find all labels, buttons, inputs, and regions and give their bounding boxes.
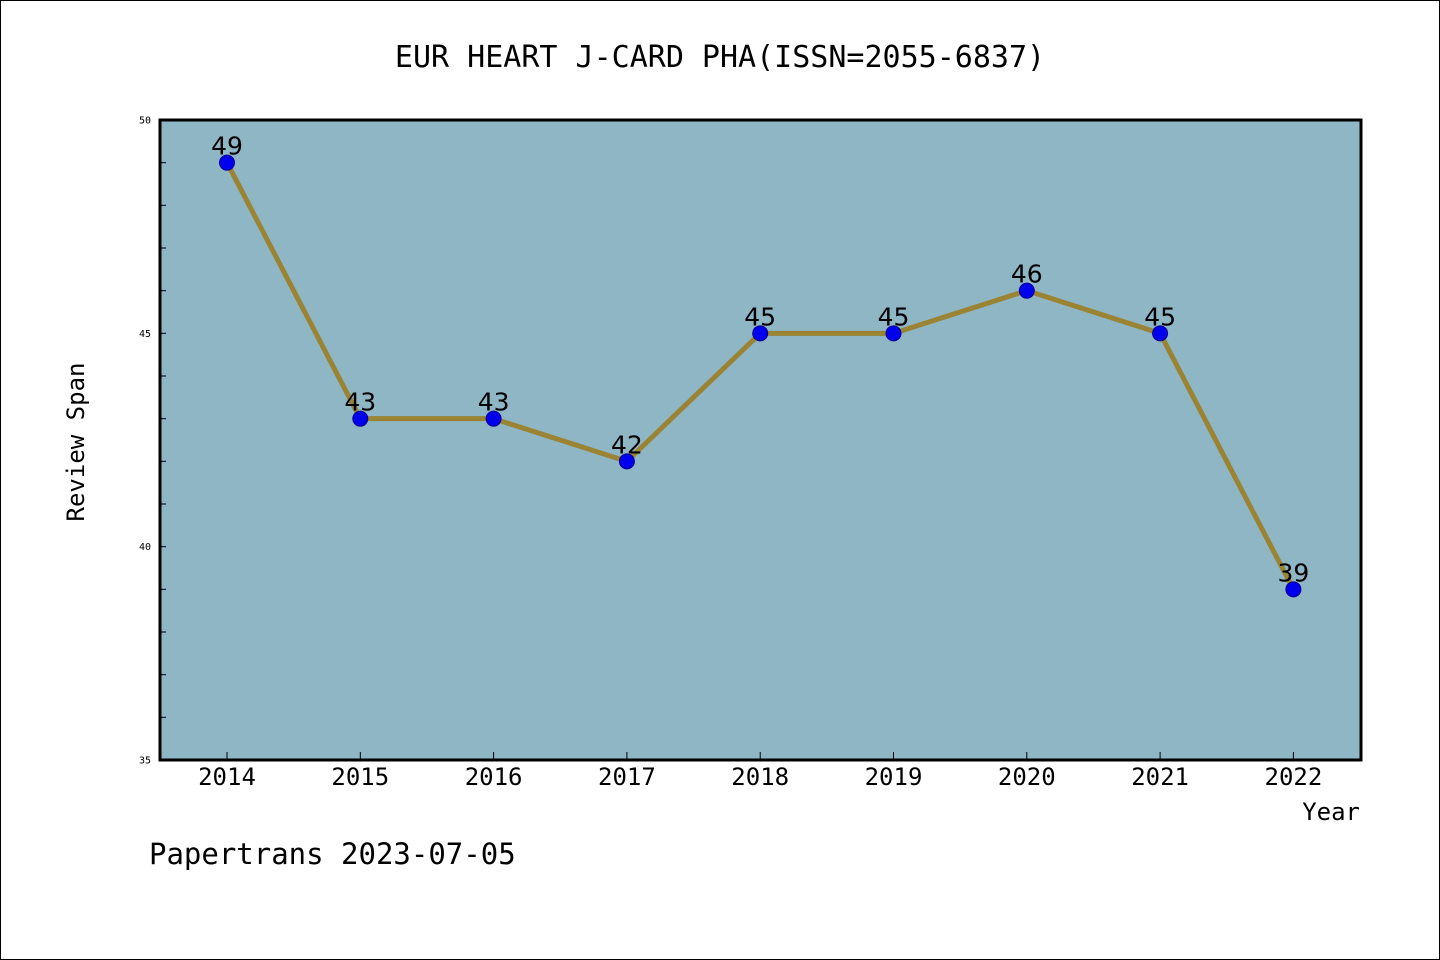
data-point-marker (885, 325, 902, 342)
data-label: 43 (478, 388, 510, 417)
data-label: 43 (344, 388, 376, 417)
x-tick-label: 2014 (198, 763, 256, 791)
series-layer: 49 43 43 42 45 45 46 45 39 (211, 132, 1309, 598)
y-axis-title: Review Span (62, 363, 90, 522)
chart-title: EUR HEART J-CARD PHA(ISSN=2055-6837) (395, 40, 1045, 75)
watermark-text: Papertrans 2023-07-05 (149, 837, 516, 871)
y-tick-label: 40 (139, 542, 151, 553)
x-tick-label: 2016 (465, 763, 523, 791)
data-label: 45 (744, 302, 776, 331)
data-point-marker (1285, 581, 1302, 598)
y-tick-label: 50 (139, 116, 151, 127)
y-tick-label: 35 (139, 756, 151, 767)
x-tick-label: 2020 (998, 763, 1056, 791)
data-point-marker (352, 410, 369, 427)
data-point-marker (1018, 282, 1035, 299)
data-label: 49 (211, 132, 243, 161)
data-label: 46 (1011, 260, 1043, 289)
x-axis-ticks: 2014 2015 2016 2017 2018 2019 2020 2021 2022 (198, 752, 1322, 791)
x-tick-label: 2015 (331, 763, 389, 791)
data-point-marker (1152, 325, 1169, 342)
x-tick-label: 2019 (865, 763, 923, 791)
data-label: 39 (1277, 558, 1309, 587)
plot-area (160, 120, 1361, 760)
x-tick-label: 2022 (1265, 763, 1323, 791)
data-point-marker (618, 453, 635, 470)
data-point-marker (485, 410, 502, 427)
data-label: 42 (611, 430, 643, 459)
data-point-marker (219, 154, 235, 171)
plot-border (158, 118, 1363, 762)
y-tick-label: 45 (139, 329, 151, 340)
x-tick-label: 2017 (598, 763, 656, 791)
data-label: 45 (1144, 302, 1176, 331)
data-label: 45 (878, 302, 910, 331)
x-tick-label: 2018 (731, 763, 789, 791)
x-tick-label: 2021 (1131, 763, 1189, 791)
x-axis-title: Year (1302, 798, 1360, 826)
data-point-marker (752, 325, 769, 342)
